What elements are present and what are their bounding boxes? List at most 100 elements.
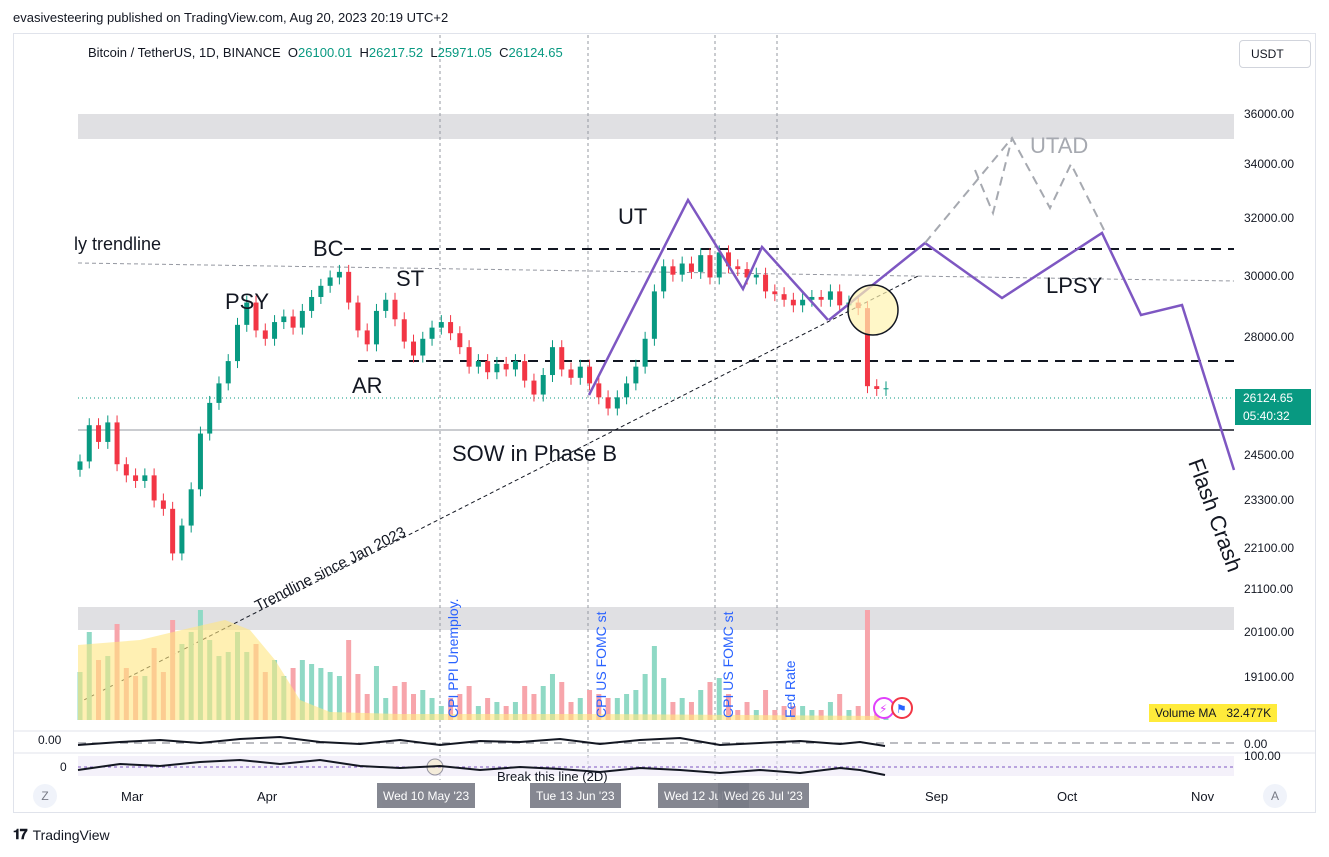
projection-ut xyxy=(587,197,829,396)
candle-body xyxy=(466,347,472,367)
y-tick: 21100.00 xyxy=(1244,582,1293,596)
osc2-right-label: 100.00 xyxy=(1244,749,1281,763)
volume-bar xyxy=(670,702,676,720)
volume-bar xyxy=(633,690,639,720)
candle-body xyxy=(392,299,398,320)
utad-ghost-2 xyxy=(974,137,1013,217)
candle-body xyxy=(225,361,231,384)
currency-button[interactable]: USDT xyxy=(1239,40,1311,68)
breakdown-circle xyxy=(847,284,899,336)
candle-body xyxy=(216,383,222,403)
label-weekly-trendline: ly trendline xyxy=(74,234,161,254)
osc1-right-label: 0.00 xyxy=(1244,737,1268,751)
candle-body xyxy=(522,361,528,381)
candle-body xyxy=(438,322,444,328)
volume-bar xyxy=(781,706,787,720)
candle-body xyxy=(133,475,139,481)
volume-bar xyxy=(827,702,833,720)
candle-body xyxy=(77,461,83,470)
candle-body xyxy=(587,366,593,384)
y-tick: 36000.00 xyxy=(1244,107,1294,121)
volume-bar xyxy=(587,690,593,720)
volume-bar xyxy=(716,678,722,720)
candle-body xyxy=(373,310,379,345)
event-annotations: CPI PPI Unemploy. CPI US FOMC st CPI US … xyxy=(445,598,798,718)
candle-body xyxy=(234,324,240,362)
volume-bar xyxy=(624,694,630,720)
date-chip-jul26: Wed 26 Jul '23 xyxy=(718,783,809,808)
volume-bar xyxy=(540,686,546,720)
published-caption: evasivesteering published on TradingView… xyxy=(13,10,449,25)
volume-bar xyxy=(318,668,324,720)
candle-body xyxy=(753,274,759,278)
volume-bar xyxy=(336,676,342,720)
supply-zone xyxy=(78,114,1234,139)
close-value: 26124.65 xyxy=(508,45,563,60)
volume-bar xyxy=(485,698,491,720)
volume-bar xyxy=(392,686,398,720)
candle-body xyxy=(318,285,324,297)
candle-body xyxy=(818,296,824,300)
event-label-may: CPI PPI Unemploy. xyxy=(445,598,461,718)
candle-body xyxy=(827,291,833,300)
auto-scale-a-button[interactable]: A xyxy=(1263,784,1287,808)
candle-body xyxy=(142,475,148,481)
volume-bar xyxy=(522,686,528,720)
candle-body xyxy=(679,263,685,275)
demand-zone xyxy=(78,607,1234,630)
volume-bar xyxy=(837,694,843,720)
volume-ma-badge: Volume MA 32.477K xyxy=(1149,704,1278,722)
candle-body xyxy=(512,361,518,370)
candle-body xyxy=(364,330,370,345)
label-flash-crash: Flash Crash xyxy=(1183,455,1247,575)
osc2-band xyxy=(78,756,1234,776)
volume-bar xyxy=(790,706,796,720)
y-tick: 32000.00 xyxy=(1244,211,1294,225)
auto-scale-z-button[interactable]: Z xyxy=(33,784,57,808)
label-ut: UT xyxy=(618,204,647,229)
y-tick: 23300.00 xyxy=(1244,493,1294,507)
volume-bar xyxy=(549,674,555,720)
candle-body xyxy=(559,347,565,370)
event-label-fed: Fed Rate xyxy=(782,660,798,718)
candle-body xyxy=(475,361,481,367)
candle-body xyxy=(346,271,352,303)
volume-bar xyxy=(661,678,667,720)
candle-body xyxy=(633,366,639,384)
candle-body xyxy=(197,433,203,490)
candle-body xyxy=(105,422,111,442)
volume-bar xyxy=(503,706,509,720)
candle-body xyxy=(837,291,843,306)
volume-ma-value: 32.477K xyxy=(1226,706,1272,720)
y-tick: 22100.00 xyxy=(1244,541,1294,555)
utad-ghost xyxy=(924,136,1105,244)
candle-body xyxy=(540,375,546,395)
volume-bar xyxy=(753,710,759,720)
candle-body xyxy=(568,369,574,378)
time-axis: Mar Apr Sep Oct Nov xyxy=(121,789,1215,804)
volume-bar xyxy=(744,702,750,720)
volume-bar xyxy=(457,694,463,720)
label-bc: BC xyxy=(313,236,344,261)
y-tick: 20100.00 xyxy=(1244,625,1294,639)
event-bolt-glyph: ⚡ xyxy=(879,702,887,716)
symbol-name: Bitcoin / TetherUS, 1D, BINANCE xyxy=(88,45,281,60)
volume-bar xyxy=(855,706,861,720)
label-trendline-jan: Trendline since Jan 2023 xyxy=(252,524,409,615)
volume-bar xyxy=(355,674,361,720)
osc2-left-label: 0 xyxy=(60,760,67,774)
candle-body xyxy=(503,363,509,370)
weekly-trendline xyxy=(77,262,1235,282)
label-psy: PSY xyxy=(225,289,269,314)
candle-body xyxy=(642,338,648,367)
candle-body xyxy=(651,291,657,339)
volume-bar xyxy=(475,706,481,720)
candle-body xyxy=(262,330,268,339)
last-price-tag: 26124.65 xyxy=(1235,389,1311,407)
volume-bar xyxy=(438,706,444,720)
volume-bar xyxy=(596,694,602,720)
candle-body xyxy=(179,525,185,554)
volume-bar xyxy=(707,682,713,720)
volume-bar xyxy=(800,706,806,720)
